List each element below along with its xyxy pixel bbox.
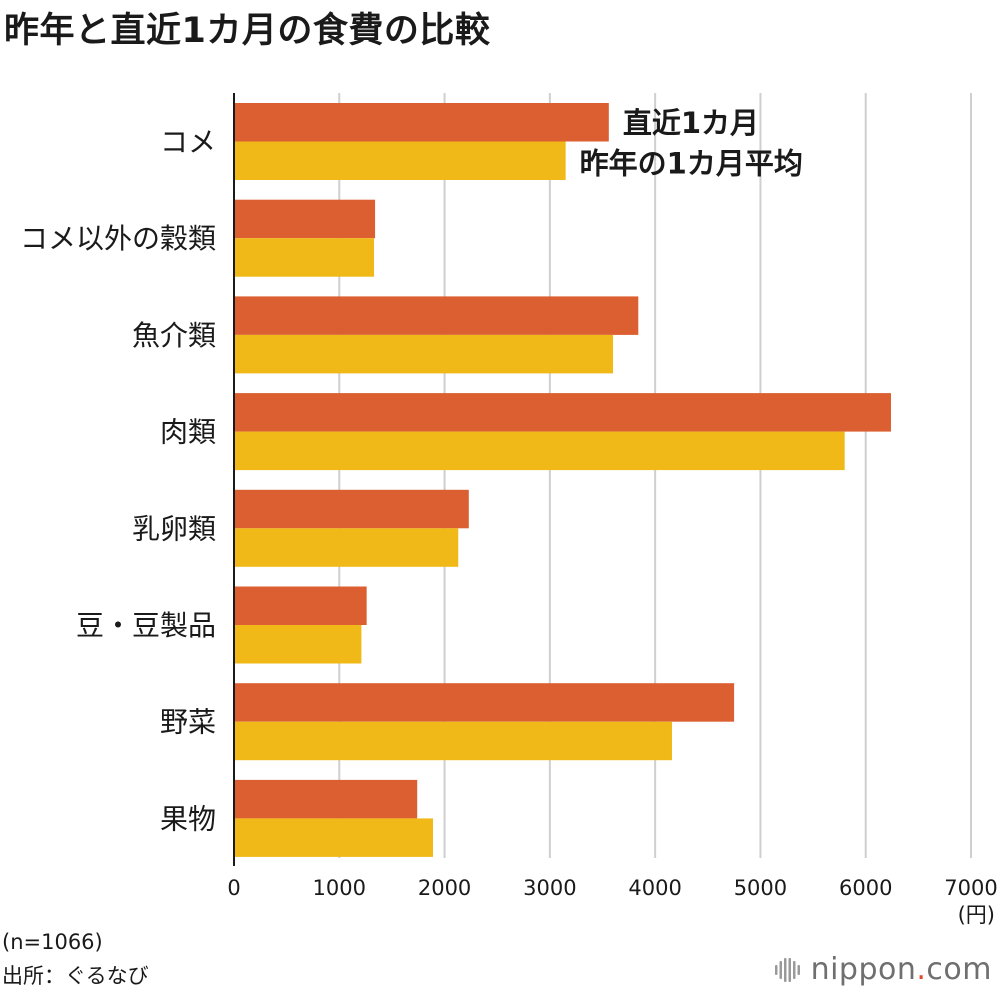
bar-last-year-average	[234, 818, 433, 857]
bar-recent-month	[234, 683, 735, 722]
category-label: 魚介類	[132, 319, 216, 352]
bar-recent-month	[234, 779, 418, 819]
bar-recent-month	[234, 393, 891, 432]
x-tick-label: 6000	[839, 876, 892, 900]
x-tick-label: 3000	[523, 876, 576, 900]
category-label: 果物	[160, 802, 216, 835]
category-label: 肉類	[160, 416, 216, 449]
category-label: コメ以外の穀類	[20, 222, 216, 255]
logo-text: nippon.com	[810, 952, 992, 987]
bar-recent-month	[234, 586, 367, 625]
x-tick-label: 7000	[944, 876, 997, 900]
x-tick-label: 2000	[418, 876, 471, 900]
legend-label-last-year-average: 昨年の1カ月平均	[580, 147, 803, 181]
nippon-logo: nippon.com	[774, 952, 992, 987]
bar-last-year-average	[234, 721, 672, 761]
bar-last-year-average	[234, 141, 566, 180]
bar-recent-month	[234, 296, 639, 335]
x-axis-unit: (円)	[958, 903, 995, 927]
x-tick-label: 0	[227, 876, 240, 900]
chart-title: 昨年と直近1カ月の食費の比較	[4, 11, 491, 51]
logo-mark-icon	[774, 957, 800, 982]
category-label: 乳卵類	[132, 512, 216, 545]
bar-last-year-average	[234, 528, 459, 567]
bar-recent-month	[234, 489, 469, 529]
x-tick-label: 4000	[628, 876, 681, 900]
bar-recent-month	[234, 103, 609, 142]
category-label: 豆・豆製品	[76, 609, 216, 642]
bar-recent-month	[234, 199, 376, 239]
bar-last-year-average	[234, 431, 845, 471]
x-tick-label: 5000	[734, 876, 787, 900]
bar-last-year-average	[234, 238, 375, 277]
bar-last-year-average	[234, 625, 362, 664]
category-label: コメ	[160, 126, 216, 159]
bar-last-year-average	[234, 334, 614, 374]
x-tick-label: 1000	[313, 876, 366, 900]
category-label: 野菜	[160, 706, 216, 739]
source-note: 出所：ぐるなび	[2, 964, 149, 988]
legend-label-recent-month: 直近1カ月	[623, 106, 759, 140]
sample-size-note: (n=1066)	[2, 930, 103, 954]
